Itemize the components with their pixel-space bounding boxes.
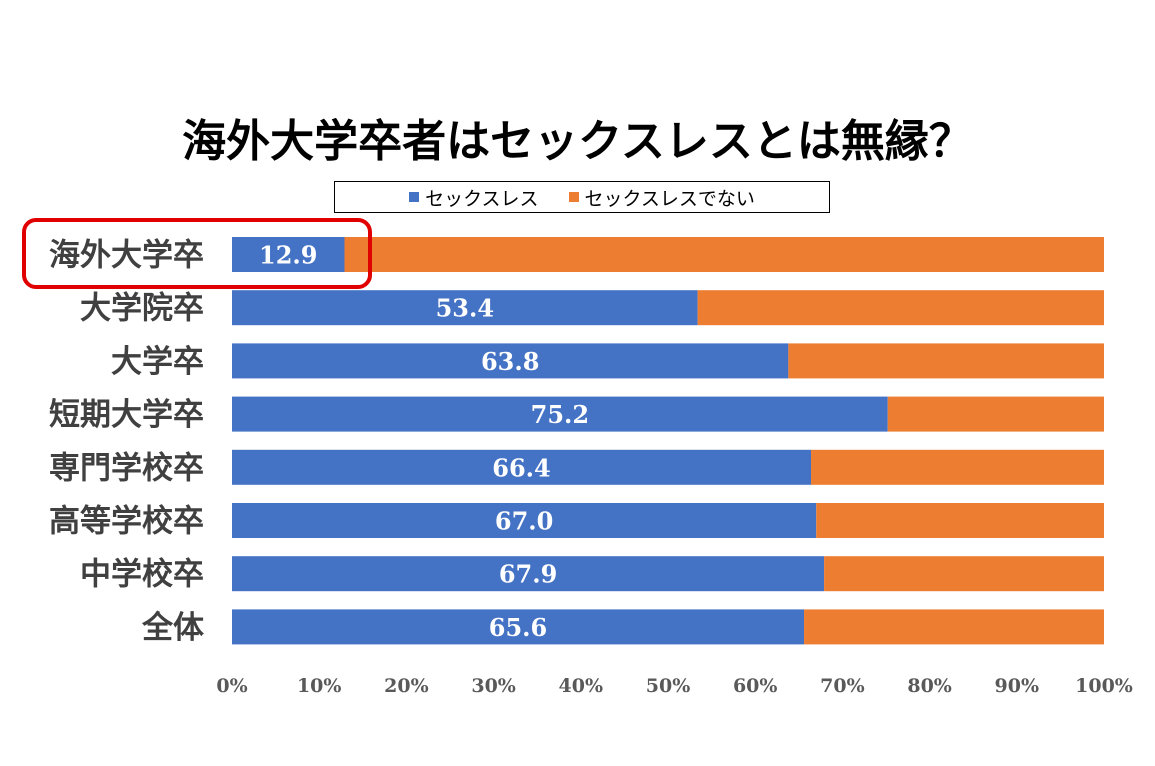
bar-sexless-5 [232, 503, 817, 538]
data-label-5: 67.0 [495, 507, 553, 536]
x-tick-label-6: 60% [733, 675, 778, 697]
legend-swatch-sexless [409, 192, 420, 202]
bar-not-sexless-2 [788, 343, 1104, 379]
bar-not-sexless-5 [816, 503, 1104, 538]
bar-not-sexless-1 [697, 290, 1104, 326]
bar-sexless-7 [232, 609, 805, 645]
legend-label-sexless: セックスレス [425, 187, 539, 210]
x-tick-label-0: 0% [216, 675, 247, 697]
data-label-6: 67.9 [499, 560, 557, 589]
x-tick-label-9: 90% [995, 675, 1040, 697]
bar-sexless-0 [232, 237, 345, 272]
bar-sexless-3 [232, 396, 888, 432]
legend-item-not-sexless: セックスレスでない [568, 184, 755, 211]
bar-sexless-6 [232, 556, 825, 592]
bar-not-sexless-3 [887, 396, 1104, 432]
legend-item-sexless: セックスレス [409, 184, 539, 211]
data-label-4: 66.4 [492, 453, 550, 482]
bar-not-sexless-4 [811, 449, 1104, 485]
x-tick-label-4: 40% [559, 675, 604, 697]
x-tick-label-3: 30% [471, 675, 516, 697]
data-label-0: 12.9 [259, 241, 317, 270]
category-label-5: 高等学校卒 [49, 504, 204, 540]
highlight-callout [22, 218, 372, 289]
bar-sexless-2 [232, 343, 789, 379]
chart-legend: セックスレス セックスレスでない [334, 181, 830, 213]
bar-not-sexless-7 [804, 609, 1104, 645]
bar-sexless-4 [232, 449, 812, 485]
bar-not-sexless-0 [344, 237, 1104, 272]
data-label-1: 53.4 [436, 294, 494, 323]
x-tick-label-7: 70% [820, 675, 865, 697]
category-label-1: 大学院卒 [80, 291, 204, 327]
x-tick-label-10: 100% [1075, 675, 1133, 697]
legend-swatch-not-sexless [568, 192, 579, 202]
bar-sexless-1 [232, 290, 698, 326]
x-tick-label-8: 80% [907, 675, 952, 697]
x-tick-label-5: 50% [646, 675, 691, 697]
category-label-4: 専門学校卒 [49, 450, 204, 486]
x-tick-label-1: 10% [297, 675, 342, 697]
category-label-6: 中学校卒 [80, 557, 204, 593]
data-label-3: 75.2 [531, 400, 589, 429]
data-label-7: 65.6 [489, 613, 547, 642]
category-label-7: 全体 [141, 610, 204, 646]
chart-title: 海外大学卒者はセックスレスとは無縁？ [182, 116, 973, 167]
data-label-2: 63.8 [481, 347, 539, 376]
category-label-2: 大学卒 [111, 344, 204, 380]
category-label-0: 海外大学卒 [49, 238, 204, 274]
x-tick-label-2: 20% [384, 675, 429, 697]
category-label-3: 短期大学卒 [49, 397, 204, 433]
legend-label-not-sexless: セックスレスでない [584, 187, 755, 210]
bar-not-sexless-6 [824, 556, 1104, 592]
